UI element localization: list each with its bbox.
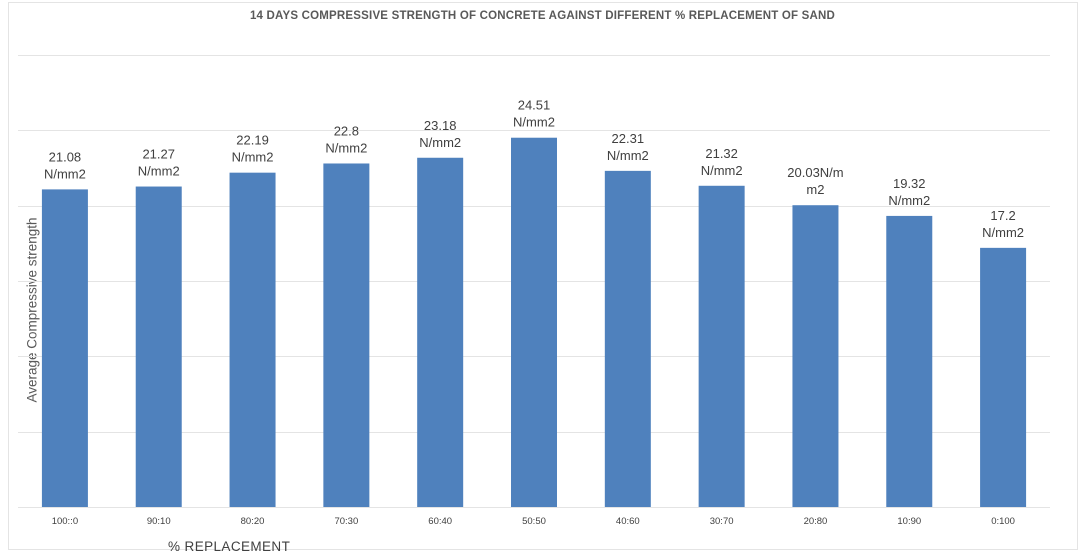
x-tick-labels: 100::0 90:10 80:20 70:30 60:40 50:50 40:60 30:7… (52, 516, 1015, 527)
bar (792, 205, 839, 507)
x-tick-label: 100::0 (52, 516, 78, 527)
x-tick-label: 10:90 (897, 516, 921, 527)
data-label: 19.32 N/mm2 (888, 176, 930, 208)
x-tick-label: 30:70 (710, 516, 734, 527)
bar (698, 185, 745, 507)
data-labels: 21.08 N/mm2 21.27 N/mm2 22.19 N/mm2 22.8 N/mm2 2… (44, 98, 1024, 240)
data-label: 23.18 N/mm2 (419, 118, 461, 150)
x-tick-label: 90:10 (147, 516, 171, 527)
x-tick-label: 20:80 (804, 516, 828, 527)
data-label: 17.2 N/mm2 (982, 208, 1024, 240)
x-axis-label: % REPLACEMENT (168, 539, 291, 554)
data-label: 21.08 N/mm2 (44, 149, 86, 181)
bar (229, 172, 276, 508)
bar (980, 247, 1027, 507)
bar (417, 157, 464, 507)
bar (323, 163, 370, 508)
chart-frame (8, 2, 1078, 550)
bar (41, 189, 88, 508)
bar (511, 137, 557, 507)
bar (886, 215, 933, 508)
data-label: 22.19 N/mm2 (232, 133, 274, 165)
data-label: 21.27 N/mm2 (138, 147, 180, 179)
data-label: 21.32 N/mm2 (701, 146, 743, 178)
data-label: 22.8 N/mm2 (325, 123, 367, 155)
x-tick-label: 40:60 (616, 516, 640, 527)
chart-title: 14 DAYS COMPRESSIVE STRENGTH OF CONCRETE… (249, 10, 836, 22)
data-label: 22.31 N/mm2 (607, 131, 649, 163)
data-label: 20.03N/m m2 (787, 165, 843, 197)
bars (41, 137, 1027, 508)
data-label: 24.51 N/mm2 (513, 98, 555, 130)
x-tick-label: 0:100 (991, 516, 1015, 527)
bar (604, 170, 651, 507)
bar (135, 186, 182, 508)
x-tick-label: 60:40 (428, 516, 452, 527)
x-tick-label: 50:50 (522, 516, 546, 527)
x-tick-label: 70:30 (334, 516, 358, 527)
x-tick-label: 80:20 (241, 516, 265, 527)
